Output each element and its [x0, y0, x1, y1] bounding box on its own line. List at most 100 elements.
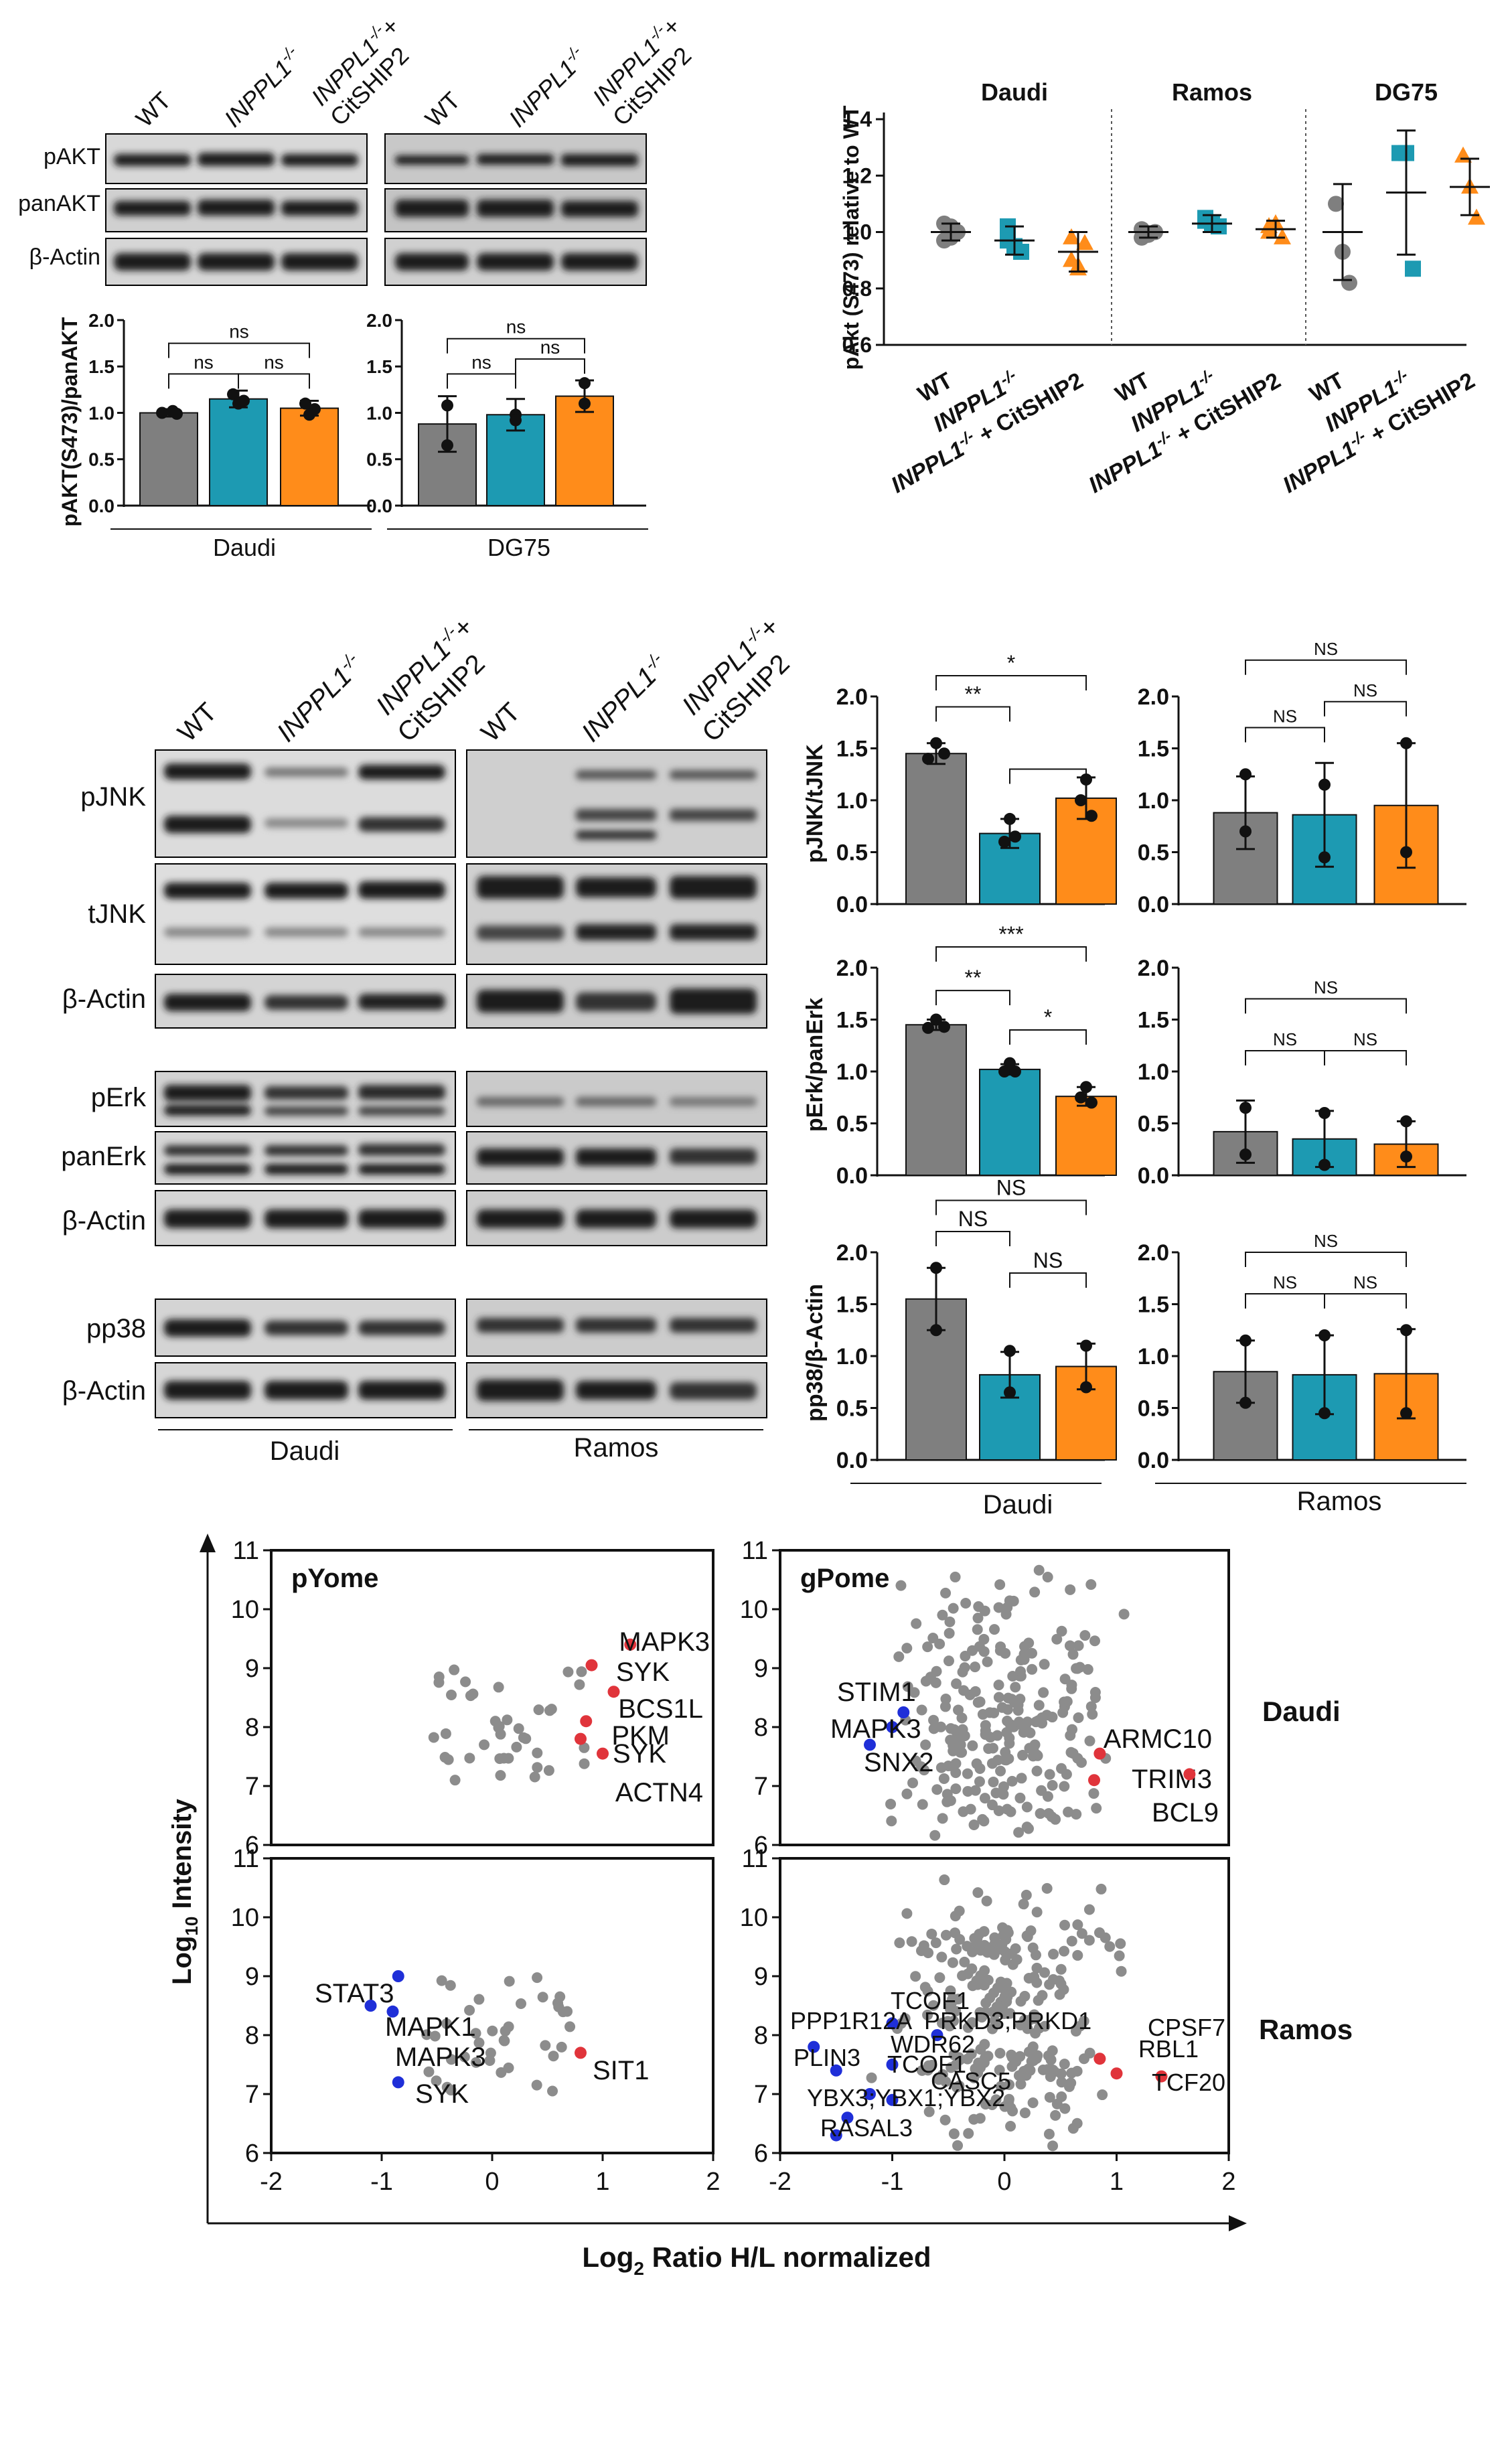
pd-protein-label: SYK	[415, 2079, 469, 2109]
pd-grey-point	[1079, 1630, 1091, 1641]
pc-ramos-0-point	[1318, 778, 1331, 791]
panel-d-xlabel: Log2 Ratio H/L normalized	[582, 2241, 931, 2279]
pc-ramos-0-sig-label: NS	[1314, 639, 1338, 659]
pd-grey-point	[1074, 1661, 1085, 1673]
pd-grey-point	[1017, 1750, 1029, 1761]
pd-ytick-label: 11	[742, 1845, 768, 1873]
pb-tick-label: 1.4	[842, 107, 873, 131]
pc-daudi-1-tick-label: 0.0	[836, 1163, 868, 1189]
pd-grey-point	[938, 1773, 950, 1784]
pd-title: gPome	[800, 1564, 889, 1593]
pd-grey-point	[966, 2049, 977, 2060]
pa-daudi-sig-label: ns	[194, 352, 214, 372]
pa-dg75-sig-bracket	[447, 338, 585, 354]
pd-grey-point	[1089, 1687, 1101, 1698]
pd-grey-point	[979, 1965, 990, 1976]
panel-c-ylabels: pJNK/tJNK pErk/panErk pp38/β-Actin	[802, 744, 828, 1422]
pd-highlight-point	[1110, 2067, 1123, 2080]
pd-grey-point	[1044, 1769, 1055, 1780]
pd-grey-point	[1010, 1943, 1021, 1954]
pd-grey-point	[1047, 2045, 1058, 2057]
pd-highlight-point	[1088, 1774, 1100, 1787]
pc-daudi-2-sig-label: NS	[996, 1176, 1026, 1200]
pd-title: pYome	[291, 1564, 378, 1593]
pd-grey-point	[960, 1650, 971, 1661]
pd-grey-point	[1073, 1640, 1084, 1651]
pd-grey-point	[981, 1895, 992, 1907]
pd-protein-label: MAPK3	[830, 1714, 921, 1744]
pc-daudi-1-point	[1085, 1096, 1098, 1109]
pd-protein-label: SNX2	[864, 1748, 934, 1777]
pd-protein-label: TCOF1	[887, 2051, 966, 2078]
pc-ramos-2-point	[1400, 1407, 1412, 1420]
pd-grey-point	[1064, 1640, 1075, 1651]
pc-daudi-2-point	[1004, 1345, 1016, 1357]
lane-label-wt: WT	[131, 86, 177, 133]
pd-grey-point	[954, 1905, 965, 1917]
pc-daudi-2-sig-label: NS	[958, 1207, 988, 1231]
pc-daudi-2-point	[930, 1324, 942, 1337]
pc-daudi-2-point	[930, 1262, 942, 1274]
pd-grey-point	[1011, 1954, 1023, 1965]
blot-label-actin: β-Actin	[29, 244, 100, 270]
pb-point-cit	[1468, 208, 1485, 225]
pd-protein-label: PRKD3;PRKD1	[924, 2007, 1091, 2034]
pd-grey-point	[983, 1743, 994, 1755]
pd-highlight-point	[392, 1970, 404, 1982]
pd-grey-point	[1083, 1935, 1095, 1946]
panel-c-lane-labels: WT INPPL1-/- INPPL1-/-+ CitSHIP2 WT INPP…	[172, 612, 795, 747]
pd-grey-point	[533, 1704, 544, 1716]
pd-highlight-point	[830, 2064, 842, 2077]
pd-grey-point	[1000, 1647, 1011, 1659]
pd-grey-point	[579, 1742, 590, 1753]
pd-grey-point	[1037, 1990, 1048, 2001]
pd-highlight-point	[392, 2076, 404, 2089]
pc-daudi-1-bar-2	[1055, 1096, 1117, 1176]
pd-grey-point	[910, 1755, 921, 1767]
pb-cell-title: DG75	[1375, 78, 1438, 106]
pd-grey-point	[1001, 1727, 1012, 1738]
pa-dg75-tick-label: 2.0	[366, 310, 392, 331]
pc-daudi-1-sig-label: *	[1044, 1005, 1052, 1029]
pc-daudi-1-bar-1	[979, 1068, 1041, 1177]
pa-dg75-tick-label: 0.5	[366, 449, 392, 470]
pd-ytick-label: 10	[231, 1904, 259, 1932]
pc-daudi-0-point	[922, 753, 934, 765]
pd-grey-point	[1030, 2051, 1041, 2062]
pd-grey-point	[994, 2048, 1006, 2059]
pd-grey-point	[1027, 2097, 1039, 2109]
pb-point-wt	[1328, 196, 1344, 212]
pd-grey-point	[893, 1651, 905, 1662]
panel-c-blot-labels: pJNK tJNK β-Actin pErk panErk β-Actin pp…	[61, 782, 147, 1406]
pd-grey-point	[498, 1753, 510, 1764]
pc-daudi-1-point	[930, 1013, 942, 1026]
pd-grey-point	[493, 1682, 504, 1693]
pd-grey-point	[980, 1720, 991, 1731]
pc-daudi-1-tick-label: 1.5	[836, 1007, 868, 1033]
pd-ytick-label: 7	[754, 2081, 768, 2109]
pc-ramos-0-sig-bracket	[1245, 727, 1325, 743]
pd-grey-point	[945, 1795, 956, 1806]
pd-xarrow	[1229, 2215, 1247, 2231]
pd-grey-point	[940, 1929, 952, 1941]
pd-grey-point	[1020, 1889, 1032, 1901]
pc-ramos-2-sig-bracket	[1245, 1252, 1407, 1267]
pd-xtick-label: 1	[1110, 2168, 1124, 2196]
pd-grey-point	[498, 2034, 510, 2046]
pd-highlight-point	[864, 2088, 876, 2100]
pd-grey-point	[972, 1887, 984, 1899]
pd-grey-point	[1029, 1972, 1040, 1983]
pd-yarrow	[200, 1534, 216, 1552]
pd-ytick-label: 11	[233, 1537, 259, 1565]
pd-grey-point	[484, 2055, 496, 2066]
pd-grey-point	[1042, 1571, 1053, 1582]
pd-grey-point	[449, 1664, 460, 1676]
pa-dg75-point	[441, 439, 453, 451]
pd-highlight-point	[808, 2040, 820, 2053]
pd-grey-point	[950, 1927, 961, 1939]
pd-grey-point	[511, 1741, 522, 1753]
pd-grey-point	[532, 1972, 543, 1984]
pd-grey-point	[951, 2081, 962, 2093]
lane-label-wt-2: WT	[420, 86, 466, 133]
pd-grey-point	[1084, 1735, 1095, 1747]
